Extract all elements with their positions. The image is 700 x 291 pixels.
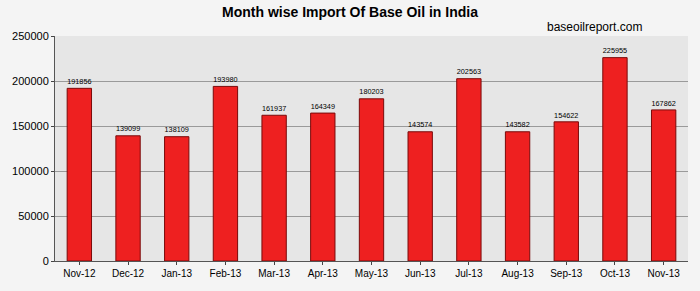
svg-text:Nov-12: Nov-12: [63, 268, 96, 279]
svg-text:225955: 225955: [603, 46, 627, 55]
svg-text:Aug-13: Aug-13: [501, 268, 534, 279]
svg-text:202563: 202563: [457, 67, 481, 76]
svg-text:193980: 193980: [213, 75, 237, 84]
svg-text:Oct-13: Oct-13: [600, 268, 630, 279]
svg-text:Apr-13: Apr-13: [308, 268, 338, 279]
svg-text:Dec-12: Dec-12: [112, 268, 145, 279]
svg-text:Jun-13: Jun-13: [405, 268, 436, 279]
svg-text:Sep-13: Sep-13: [550, 268, 583, 279]
svg-text:Feb-13: Feb-13: [210, 268, 242, 279]
svg-text:150000: 150000: [12, 120, 49, 132]
svg-text:143574: 143574: [408, 120, 432, 129]
svg-text:Month wise Import Of Base Oil: Month wise Import Of Base Oil in India: [222, 4, 478, 20]
svg-text:Mar-13: Mar-13: [258, 268, 290, 279]
svg-text:164349: 164349: [311, 102, 335, 111]
svg-text:191856: 191856: [67, 77, 91, 86]
svg-text:100000: 100000: [12, 165, 49, 177]
svg-text:0: 0: [43, 255, 49, 267]
svg-text:200000: 200000: [12, 75, 49, 87]
svg-text:Jan-13: Jan-13: [161, 268, 192, 279]
svg-text:May-13: May-13: [355, 268, 389, 279]
svg-text:baseoilreport.com: baseoilreport.com: [547, 20, 642, 34]
svg-text:167862: 167862: [651, 99, 675, 108]
svg-text:139099: 139099: [116, 124, 140, 133]
svg-text:154622: 154622: [554, 111, 578, 120]
svg-text:138109: 138109: [165, 125, 189, 134]
svg-text:50000: 50000: [18, 210, 49, 222]
svg-text:Nov-13: Nov-13: [648, 268, 681, 279]
svg-text:Jul-13: Jul-13: [455, 268, 483, 279]
svg-text:180203: 180203: [359, 87, 383, 96]
svg-text:161937: 161937: [262, 104, 286, 113]
svg-text:143582: 143582: [505, 120, 529, 129]
svg-text:250000: 250000: [12, 30, 49, 42]
